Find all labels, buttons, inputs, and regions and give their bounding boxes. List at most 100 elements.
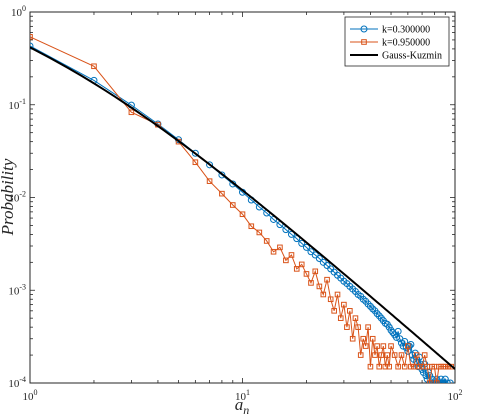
data-point [324, 276, 330, 283]
data-point [421, 352, 428, 358]
data-point [439, 379, 447, 383]
series-k-0-3 [30, 42, 454, 383]
series-layer [30, 34, 455, 383]
data-point [256, 229, 263, 236]
data-point [283, 257, 289, 264]
data-point [320, 291, 327, 298]
data-point [426, 380, 433, 383]
x-axis-title: an [235, 395, 250, 417]
data-point [446, 379, 454, 383]
data-point [365, 324, 371, 330]
y-axis-title: Probability [0, 158, 17, 236]
series-k-0-95 [30, 34, 455, 383]
y-tick-label: 10-3 [8, 282, 26, 297]
legend: k=0.300000 k=0.950000 Gauss-Kuzmin [344, 16, 450, 67]
data-point [315, 254, 323, 262]
data-point [128, 109, 135, 116]
data-point [374, 343, 380, 349]
legend-swatch-marker [361, 39, 367, 45]
data-point [408, 363, 414, 370]
data-point [355, 324, 361, 330]
legend-label: k=0.950000 [382, 38, 430, 49]
data-point [367, 363, 374, 370]
data-point [382, 363, 389, 370]
y-tick-label: 100 [11, 4, 26, 19]
data-point [206, 178, 213, 184]
x-tick-label: 102 [448, 388, 463, 403]
axis-ticks [29, 12, 455, 384]
data-point [369, 305, 377, 313]
x-tick-label: 100 [23, 388, 38, 403]
data-point [192, 159, 199, 166]
data-point [341, 301, 347, 308]
data-point [347, 308, 353, 314]
data-point [405, 343, 411, 349]
data-point [442, 363, 449, 370]
data-point [91, 63, 97, 70]
data-point [405, 342, 413, 350]
data-point [206, 161, 214, 169]
x-tick-label: 101 [235, 388, 250, 403]
data-point [443, 379, 451, 383]
data-point [388, 343, 394, 349]
data-point [395, 363, 401, 370]
data-point [433, 380, 440, 383]
data-point [398, 352, 405, 358]
data-point [229, 202, 236, 208]
y-tick-label: 10-4 [8, 375, 26, 390]
data-point [288, 252, 295, 258]
data-point [30, 34, 33, 40]
data-point [373, 310, 381, 318]
data-point [248, 223, 255, 230]
data-point [293, 266, 300, 272]
data-point [419, 363, 425, 370]
data-point [391, 352, 398, 358]
data-point [413, 352, 420, 358]
data-point [401, 363, 408, 370]
data-point [376, 363, 383, 370]
data-point [337, 315, 344, 321]
tick-labels: 100 101 102 100 10-1 10-2 10-3 10-4 [8, 4, 462, 403]
data-point [430, 379, 438, 383]
data-point [349, 335, 356, 342]
y-tick-label: 10-2 [8, 190, 26, 205]
data-point [218, 171, 226, 179]
legend-swatch-marker [360, 25, 368, 33]
data-point [263, 238, 270, 244]
data-point [287, 230, 295, 238]
data-point [344, 324, 350, 330]
data-point [407, 341, 415, 349]
series-line [30, 46, 455, 370]
data-point [298, 261, 305, 268]
data-point [426, 372, 434, 380]
data-point [312, 268, 319, 275]
data-point [239, 211, 246, 218]
data-point [30, 42, 34, 50]
data-point [411, 363, 417, 370]
data-point [386, 363, 392, 370]
data-point [435, 379, 443, 383]
data-point [303, 271, 310, 277]
data-point [311, 251, 319, 259]
data-point [378, 352, 385, 358]
data-point [270, 248, 277, 255]
data-point [394, 327, 402, 335]
x-axis-title-subscript: n [243, 403, 249, 417]
data-point [331, 308, 337, 314]
data-point [380, 343, 387, 349]
data-point [219, 190, 225, 197]
data-point [277, 244, 283, 251]
data-point [369, 335, 376, 342]
data-point [372, 352, 378, 358]
legend-label: k=0.300000 [382, 25, 430, 36]
legend-label: Gauss-Kuzmin [382, 51, 442, 62]
y-tick-label: 10-1 [8, 97, 26, 112]
data-point [364, 300, 372, 308]
data-point [327, 296, 334, 303]
data-point [401, 338, 409, 346]
data-point [298, 239, 306, 247]
data-point [427, 379, 435, 383]
data-point [334, 291, 341, 298]
series-gauss-kuzmin [30, 46, 455, 370]
